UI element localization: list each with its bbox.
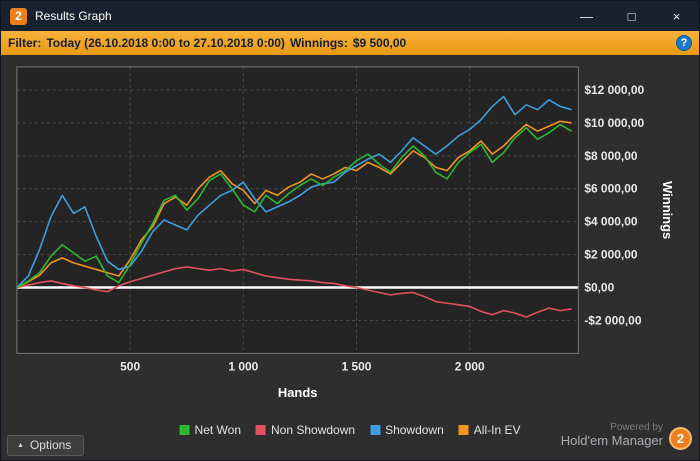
brand-name: Hold'em Manager xyxy=(560,432,663,448)
y-tick-label: $2 000,00 xyxy=(584,248,638,262)
options-label: Options xyxy=(29,438,72,452)
footer-bar: ▲ Options Net Won Non Showdown Showdown All… xyxy=(1,420,699,460)
x-tick-label: 500 xyxy=(120,359,140,373)
y-tick-label: $4 000,00 xyxy=(584,215,638,229)
legend-swatch-showdown xyxy=(370,425,381,435)
series-net-won xyxy=(16,123,572,289)
chevron-up-icon: ▲ xyxy=(17,441,24,449)
help-button[interactable]: ? xyxy=(676,35,692,51)
legend-item-net-won: Net Won xyxy=(179,423,241,437)
legend-swatch-non-showdown xyxy=(256,425,266,435)
chart-area: 500 1 000 1 500 2 000 $12 000,00 $10 000,00 $8… xyxy=(1,55,699,420)
minimize-button[interactable]: — xyxy=(580,8,593,24)
y-tick-label: $6 000,00 xyxy=(584,182,638,196)
legend-label-non-showdown: Non Showdown xyxy=(271,423,356,437)
x-tick-label: 1 000 xyxy=(228,359,258,373)
legend-swatch-net-won xyxy=(179,425,190,435)
y-tick-label: $12 000,00 xyxy=(584,83,644,97)
legend-item-showdown: Showdown xyxy=(370,423,444,437)
y-tick-label: -$2 000,00 xyxy=(584,313,642,327)
legend-label-all-in-ev: All-In EV xyxy=(473,423,521,437)
series-non-showdown xyxy=(16,266,572,318)
brand-logo-icon: 2 xyxy=(669,427,692,450)
legend-label-showdown: Showdown xyxy=(385,423,444,437)
chart-legend: Net Won Non Showdown Showdown All-In EV xyxy=(179,423,521,437)
title-bar: 2 Results Graph — □ × xyxy=(1,1,699,31)
filter-label: Filter: xyxy=(8,36,42,50)
y-axis-title: Winnings xyxy=(660,181,675,239)
app-logo-icon: 2 xyxy=(10,7,27,25)
x-axis-title: Hands xyxy=(278,385,318,400)
filter-bar[interactable]: Filter: Today (26.10.2018 0:00 to 27.10.… xyxy=(1,31,699,55)
filter-value: Today (26.10.2018 0:00 to 27.10.2018 0:0… xyxy=(46,36,285,50)
powered-by: Powered by Hold'em Manager xyxy=(561,422,663,448)
maximize-button[interactable]: □ xyxy=(627,8,636,24)
legend-label-net-won: Net Won xyxy=(194,423,241,437)
options-button[interactable]: ▲ Options xyxy=(7,435,85,456)
results-chart[interactable]: 500 1 000 1 500 2 000 $12 000,00 $10 000,00 $8… xyxy=(1,55,699,420)
x-tick-label: 2 000 xyxy=(455,359,485,373)
legend-item-non-showdown: Non Showdown xyxy=(256,423,355,437)
winnings-label: Winnings: xyxy=(289,36,348,50)
x-tick-label: 1 500 xyxy=(342,359,372,373)
close-button[interactable]: × xyxy=(672,8,681,24)
series-showdown xyxy=(16,95,572,289)
window-controls: — □ × xyxy=(564,1,699,31)
y-tick-label: $8 000,00 xyxy=(584,149,638,163)
y-tick-label: $10 000,00 xyxy=(584,116,644,130)
legend-swatch-all-in-ev xyxy=(458,425,469,435)
powered-by-text: Powered by xyxy=(610,422,663,433)
legend-item-all-in-ev: All-In EV xyxy=(458,423,521,437)
y-tick-label: $0,00 xyxy=(584,281,614,295)
series-all-in-ev xyxy=(16,120,572,289)
winnings-value: $9 500,00 xyxy=(352,36,407,50)
window-title: Results Graph xyxy=(35,9,112,23)
